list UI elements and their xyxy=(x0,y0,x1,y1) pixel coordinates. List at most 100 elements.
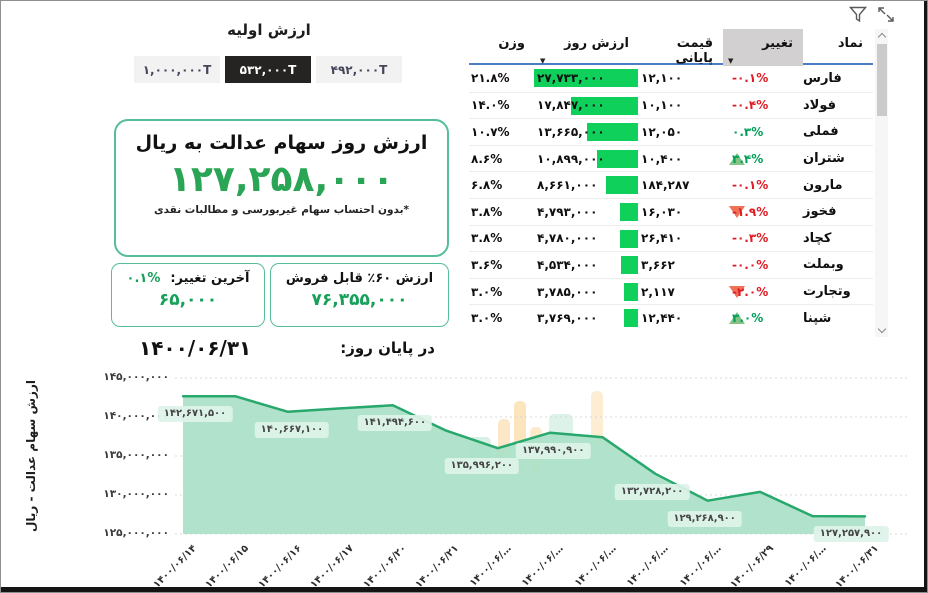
change-cell: ۳.۴% xyxy=(723,146,803,172)
weight-cell: ۱۰.۷% xyxy=(471,124,510,139)
scrollbar-thumb[interactable] xyxy=(876,44,887,116)
close-price-cell: ۲,۱۱۷ xyxy=(641,284,675,299)
value-data-bar xyxy=(597,149,638,168)
day-value-cell: ۴,۵۳۴,۰۰۰ xyxy=(535,252,639,278)
table-row[interactable]: فخوز -۱.۹% ۱۶,۰۳۰ ۴,۷۹۳,۰۰۰ ۳.۸% xyxy=(469,197,873,225)
weight-cell: ۳.۶% xyxy=(471,257,503,272)
up-triangle-icon xyxy=(729,152,745,165)
value-data-bar xyxy=(586,123,638,142)
data-point-label: ۱۴۲,۶۷۱,۵۰۰ xyxy=(157,406,233,423)
table-header: نماد تغییر ▼ قیمت پایانی ارزش روز ▼ وزن xyxy=(469,29,873,66)
initial-value-title: ارزش اولیه xyxy=(227,21,311,39)
table-row[interactable]: وبملت -۰.۰% ۳,۶۶۲ ۴,۵۳۴,۰۰۰ ۳.۶% xyxy=(469,251,873,278)
table-row[interactable]: فملی ۰.۳% ۱۲,۰۵۰ ۱۳,۶۶۵,۰۰۰ ۱۰.۷% xyxy=(469,118,873,145)
close-price-cell: ۲۶,۴۱۰ xyxy=(641,231,683,246)
weight-cell: ۳.۸% xyxy=(471,231,503,246)
day-value-cell: ۴,۷۸۰,۰۰۰ xyxy=(535,226,639,252)
sort-arrow-icon: ▼ xyxy=(728,57,734,65)
table-row[interactable]: وتجارت -۲.۰% ۲,۱۱۷ ۳,۷۸۵,۰۰۰ ۳.۰% xyxy=(469,277,873,305)
weight-cell: ۳.۸% xyxy=(471,204,503,219)
header-close-price-label: قیمت پایانی xyxy=(675,36,713,66)
value-data-bar xyxy=(623,282,638,301)
data-point-label: ۱۴۱,۴۹۴,۶۰۰ xyxy=(357,415,433,432)
header-close-price[interactable]: قیمت پایانی xyxy=(639,29,723,66)
last-change-value: ۶۵,۰۰۰ xyxy=(158,290,218,310)
day-value-cell: ۸,۶۶۱,۰۰۰ xyxy=(535,172,639,198)
value-data-bar xyxy=(571,96,638,115)
up-triangle-icon xyxy=(729,312,745,325)
weight-cell: ۲۱.۸% xyxy=(471,71,510,86)
table-row[interactable]: کچاد -۰.۳% ۲۶,۴۱۰ ۴,۷۸۰,۰۰۰ ۳.۸% xyxy=(469,224,873,252)
area-chart-plot[interactable] xyxy=(1,359,928,593)
table-row[interactable]: مارون -۰.۱% ۱۸۴,۲۸۷ ۸,۶۶۱,۰۰۰ ۶.۸% xyxy=(469,171,873,198)
day-value-title: ارزش روز سهام عدالت به ریال xyxy=(135,132,428,154)
weight-cell: ۳.۰% xyxy=(471,284,503,299)
down-triangle-icon xyxy=(729,285,745,298)
header-symbol-label: نماد xyxy=(837,36,863,51)
day-value-cell: ۱۰,۸۹۹,۰۰۰ xyxy=(535,146,639,172)
y-axis-title: ارزش سهام عدالت - ریال xyxy=(24,380,38,532)
weight-cell: ۱۴.۰% xyxy=(471,98,510,113)
header-change[interactable]: تغییر ▼ xyxy=(723,29,803,66)
sellable-value-number: ۷۶,۳۵۵,۰۰۰ xyxy=(311,290,408,310)
weight-cell: ۶.۸% xyxy=(471,178,503,193)
header-change-label: تغییر xyxy=(762,36,793,51)
expand-icon[interactable] xyxy=(877,6,895,23)
initial-value-option-532000[interactable]: ۵۳۲,۰۰۰T xyxy=(225,56,311,83)
table-scrollbar[interactable] xyxy=(875,29,888,337)
y-axis-tick-label: ۱۲۵,۰۰۰,۰۰۰ xyxy=(103,527,169,539)
value-data-bar xyxy=(534,69,638,87)
symbols-table: نماد تغییر ▼ قیمت پایانی ارزش روز ▼ وزن … xyxy=(469,29,873,331)
change-cell: -۰.۰% xyxy=(732,257,769,272)
value-data-bar xyxy=(621,256,638,275)
initial-value-option-1000000[interactable]: ۱,۰۰۰,۰۰۰T xyxy=(134,56,220,83)
day-value-cell: ۱۷,۸۴۷,۰۰۰ xyxy=(535,93,639,119)
header-weight[interactable]: وزن xyxy=(469,29,535,66)
symbol-cell: فملی xyxy=(803,124,839,140)
change-cell: -۲.۰% xyxy=(723,279,803,305)
value-data-bar xyxy=(623,309,638,328)
table-row[interactable]: شپنا ۳.۰% ۱۲,۴۴۰ ۳,۷۶۹,۰۰۰ ۳.۰% xyxy=(469,304,873,331)
last-change-card: آخرین تغییر: ۰.۱% ۶۵,۰۰۰ xyxy=(111,263,265,327)
header-weight-label: وزن xyxy=(498,36,525,51)
scroll-down-icon[interactable] xyxy=(877,324,886,334)
table-row[interactable]: شتران ۳.۴% ۱۰,۴۰۰ ۱۰,۸۹۹,۰۰۰ ۸.۶% xyxy=(469,144,873,172)
value-data-bar xyxy=(605,176,638,195)
data-point-label: ۱۲۹,۲۶۸,۹۰۰ xyxy=(667,510,742,527)
close-price-cell: ۱۲,۴۴۰ xyxy=(641,311,683,326)
value-data-bar xyxy=(620,229,638,248)
close-price-cell: ۱۰,۱۰۰ xyxy=(641,98,683,113)
change-cell: -۰.۴% xyxy=(732,98,769,113)
initial-value-option-492000[interactable]: ۴۹۲,۰۰۰T xyxy=(316,56,402,83)
close-price-cell: ۱۸۴,۲۸۷ xyxy=(641,178,690,193)
filter-icon[interactable] xyxy=(849,6,867,23)
value-data-bar xyxy=(620,202,638,221)
change-cell: -۱.۹% xyxy=(723,199,803,225)
day-value-cell: ۱۳,۶۶۵,۰۰۰ xyxy=(535,119,639,145)
data-point-label: ۱۳۵,۹۹۶,۲۰۰ xyxy=(444,458,520,475)
day-value-card: ارزش روز سهام عدالت به ریال ۱۲۷,۲۵۸,۰۰۰ … xyxy=(114,119,449,257)
symbol-cell: کچاد xyxy=(803,230,832,246)
header-day-value-label: ارزش روز xyxy=(564,36,629,51)
y-axis-tick-label: ۱۴۰,۰۰۰,۰۰۰ xyxy=(103,410,169,422)
scroll-up-icon[interactable] xyxy=(877,32,886,42)
change-cell: ۰.۳% xyxy=(732,124,764,139)
window-edge-right xyxy=(924,1,927,592)
header-symbol[interactable]: نماد xyxy=(803,29,873,66)
day-value-cell: ۳,۷۸۵,۰۰۰ xyxy=(535,279,639,305)
table-row[interactable]: فارس -۰.۱% ۱۲,۱۰۰ ۲۷,۷۳۳,۰۰۰ ۲۱.۸% xyxy=(469,65,873,92)
day-value-cell: ۳,۷۶۹,۰۰۰ xyxy=(535,305,639,331)
table-row[interactable]: فولاد -۰.۴% ۱۰,۱۰۰ ۱۷,۸۴۷,۰۰۰ ۱۴.۰% xyxy=(469,91,873,119)
day-value-number: ۱۲۷,۲۵۸,۰۰۰ xyxy=(168,159,395,200)
change-cell: -۰.۱% xyxy=(732,178,769,193)
last-change-percent: ۰.۱% xyxy=(126,271,161,286)
symbol-cell: شپنا xyxy=(803,310,832,326)
header-day-value[interactable]: ارزش روز ▼ xyxy=(535,29,639,66)
close-price-cell: ۳,۶۶۲ xyxy=(641,257,675,272)
symbol-cell: مارون xyxy=(803,177,843,193)
sellable-value-card: ارزش ۶۰٪ قابل فروش ۷۶,۳۵۵,۰۰۰ xyxy=(270,263,449,327)
symbol-cell: وبملت xyxy=(803,257,844,273)
symbol-cell: وتجارت xyxy=(803,284,851,300)
data-point-label: ۱۳۷,۹۹۰,۹۰۰ xyxy=(515,442,591,459)
